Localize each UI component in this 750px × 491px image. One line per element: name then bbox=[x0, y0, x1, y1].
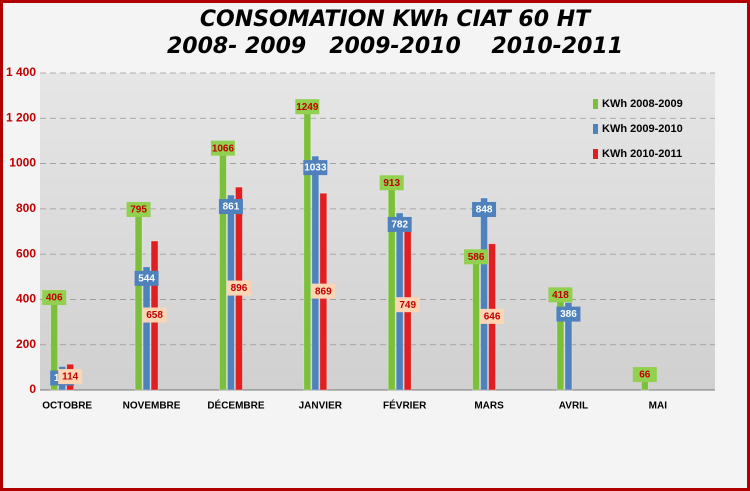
y-tick-label: 200 bbox=[16, 337, 36, 351]
y-tick-label: 400 bbox=[16, 292, 36, 306]
value-label-bg bbox=[218, 199, 243, 215]
bar bbox=[311, 155, 320, 391]
y-tick-label: 800 bbox=[16, 201, 36, 215]
value-label: 861 bbox=[223, 202, 240, 213]
value-label: 406 bbox=[46, 293, 63, 304]
value-label: 795 bbox=[130, 205, 147, 216]
value-label: 66 bbox=[639, 370, 651, 381]
value-label: 1249 bbox=[296, 102, 319, 113]
bar bbox=[134, 209, 143, 391]
y-tick-label: 0 bbox=[29, 382, 36, 396]
value-label: 646 bbox=[484, 312, 501, 323]
legend-label: KWh 2008-2009 bbox=[602, 98, 683, 110]
bar bbox=[142, 266, 151, 391]
value-label: 418 bbox=[552, 290, 569, 301]
value-label-bg bbox=[556, 306, 581, 322]
value-label-bg bbox=[210, 140, 235, 156]
value-label-bg bbox=[142, 307, 167, 323]
value-label-bg bbox=[303, 160, 328, 176]
legend-swatch bbox=[593, 149, 598, 159]
value-label-bg bbox=[548, 287, 573, 303]
value-label: 749 bbox=[399, 300, 416, 311]
value-label-bg bbox=[472, 201, 497, 217]
bar bbox=[472, 256, 480, 391]
value-label: 896 bbox=[231, 283, 248, 294]
value-label-bg bbox=[387, 216, 412, 232]
y-tick-label: 600 bbox=[16, 246, 36, 260]
value-label-bg bbox=[58, 369, 83, 385]
x-tick-label: DÉCEMBRE bbox=[207, 399, 265, 412]
value-label: 1033 bbox=[304, 163, 327, 174]
value-label: 544 bbox=[138, 273, 155, 284]
bar bbox=[219, 148, 227, 391]
value-label: 658 bbox=[146, 310, 163, 321]
value-label: 782 bbox=[391, 220, 408, 231]
value-label: 913 bbox=[383, 178, 400, 189]
value-label: 386 bbox=[560, 309, 577, 320]
value-label-bg bbox=[480, 308, 505, 324]
value-label-bg bbox=[42, 290, 67, 306]
value-label-bg bbox=[134, 270, 159, 286]
bar bbox=[387, 182, 396, 391]
y-tick-label: 1 200 bbox=[6, 110, 36, 124]
value-label-bg bbox=[395, 297, 420, 313]
value-label: 114 bbox=[62, 372, 79, 383]
value-label-bg bbox=[126, 201, 151, 217]
x-tick-label: FÉVRIER bbox=[383, 399, 427, 412]
value-label-bg bbox=[226, 280, 251, 296]
chart-title: CONSOMATION KWh CIAT 60 HT bbox=[200, 7, 592, 32]
x-tick-label: JANVIER bbox=[299, 401, 343, 412]
legend-swatch bbox=[593, 124, 598, 134]
y-tick-label: 1000 bbox=[9, 156, 36, 170]
bar bbox=[303, 106, 312, 391]
x-tick-label: MAI bbox=[649, 401, 668, 412]
x-tick-label: OCTOBRE bbox=[42, 401, 92, 412]
value-label-bg bbox=[295, 99, 320, 115]
value-label: 848 bbox=[476, 205, 493, 216]
chart-subtitle: 2008- 2009 2009-2010 2010-2011 bbox=[167, 34, 623, 59]
y-tick-label: 1 400 bbox=[6, 65, 36, 79]
x-tick-label: AVRIL bbox=[559, 401, 588, 412]
legend-label: KWh 2010-2011 bbox=[602, 148, 682, 160]
value-label: 586 bbox=[468, 252, 485, 263]
value-label-bg bbox=[379, 175, 404, 191]
value-label-bg bbox=[464, 249, 489, 265]
x-tick-label: NOVEMBRE bbox=[123, 401, 181, 412]
x-tick-label: MARS bbox=[474, 401, 504, 412]
bar bbox=[480, 197, 488, 391]
bar bbox=[564, 302, 573, 391]
value-label: 869 bbox=[315, 286, 332, 297]
value-label-bg bbox=[311, 283, 336, 299]
legend-swatch bbox=[593, 99, 598, 109]
value-label: 1066 bbox=[212, 143, 235, 154]
legend-label: KWh 2009-2010 bbox=[602, 123, 683, 135]
value-label-bg bbox=[632, 367, 657, 383]
